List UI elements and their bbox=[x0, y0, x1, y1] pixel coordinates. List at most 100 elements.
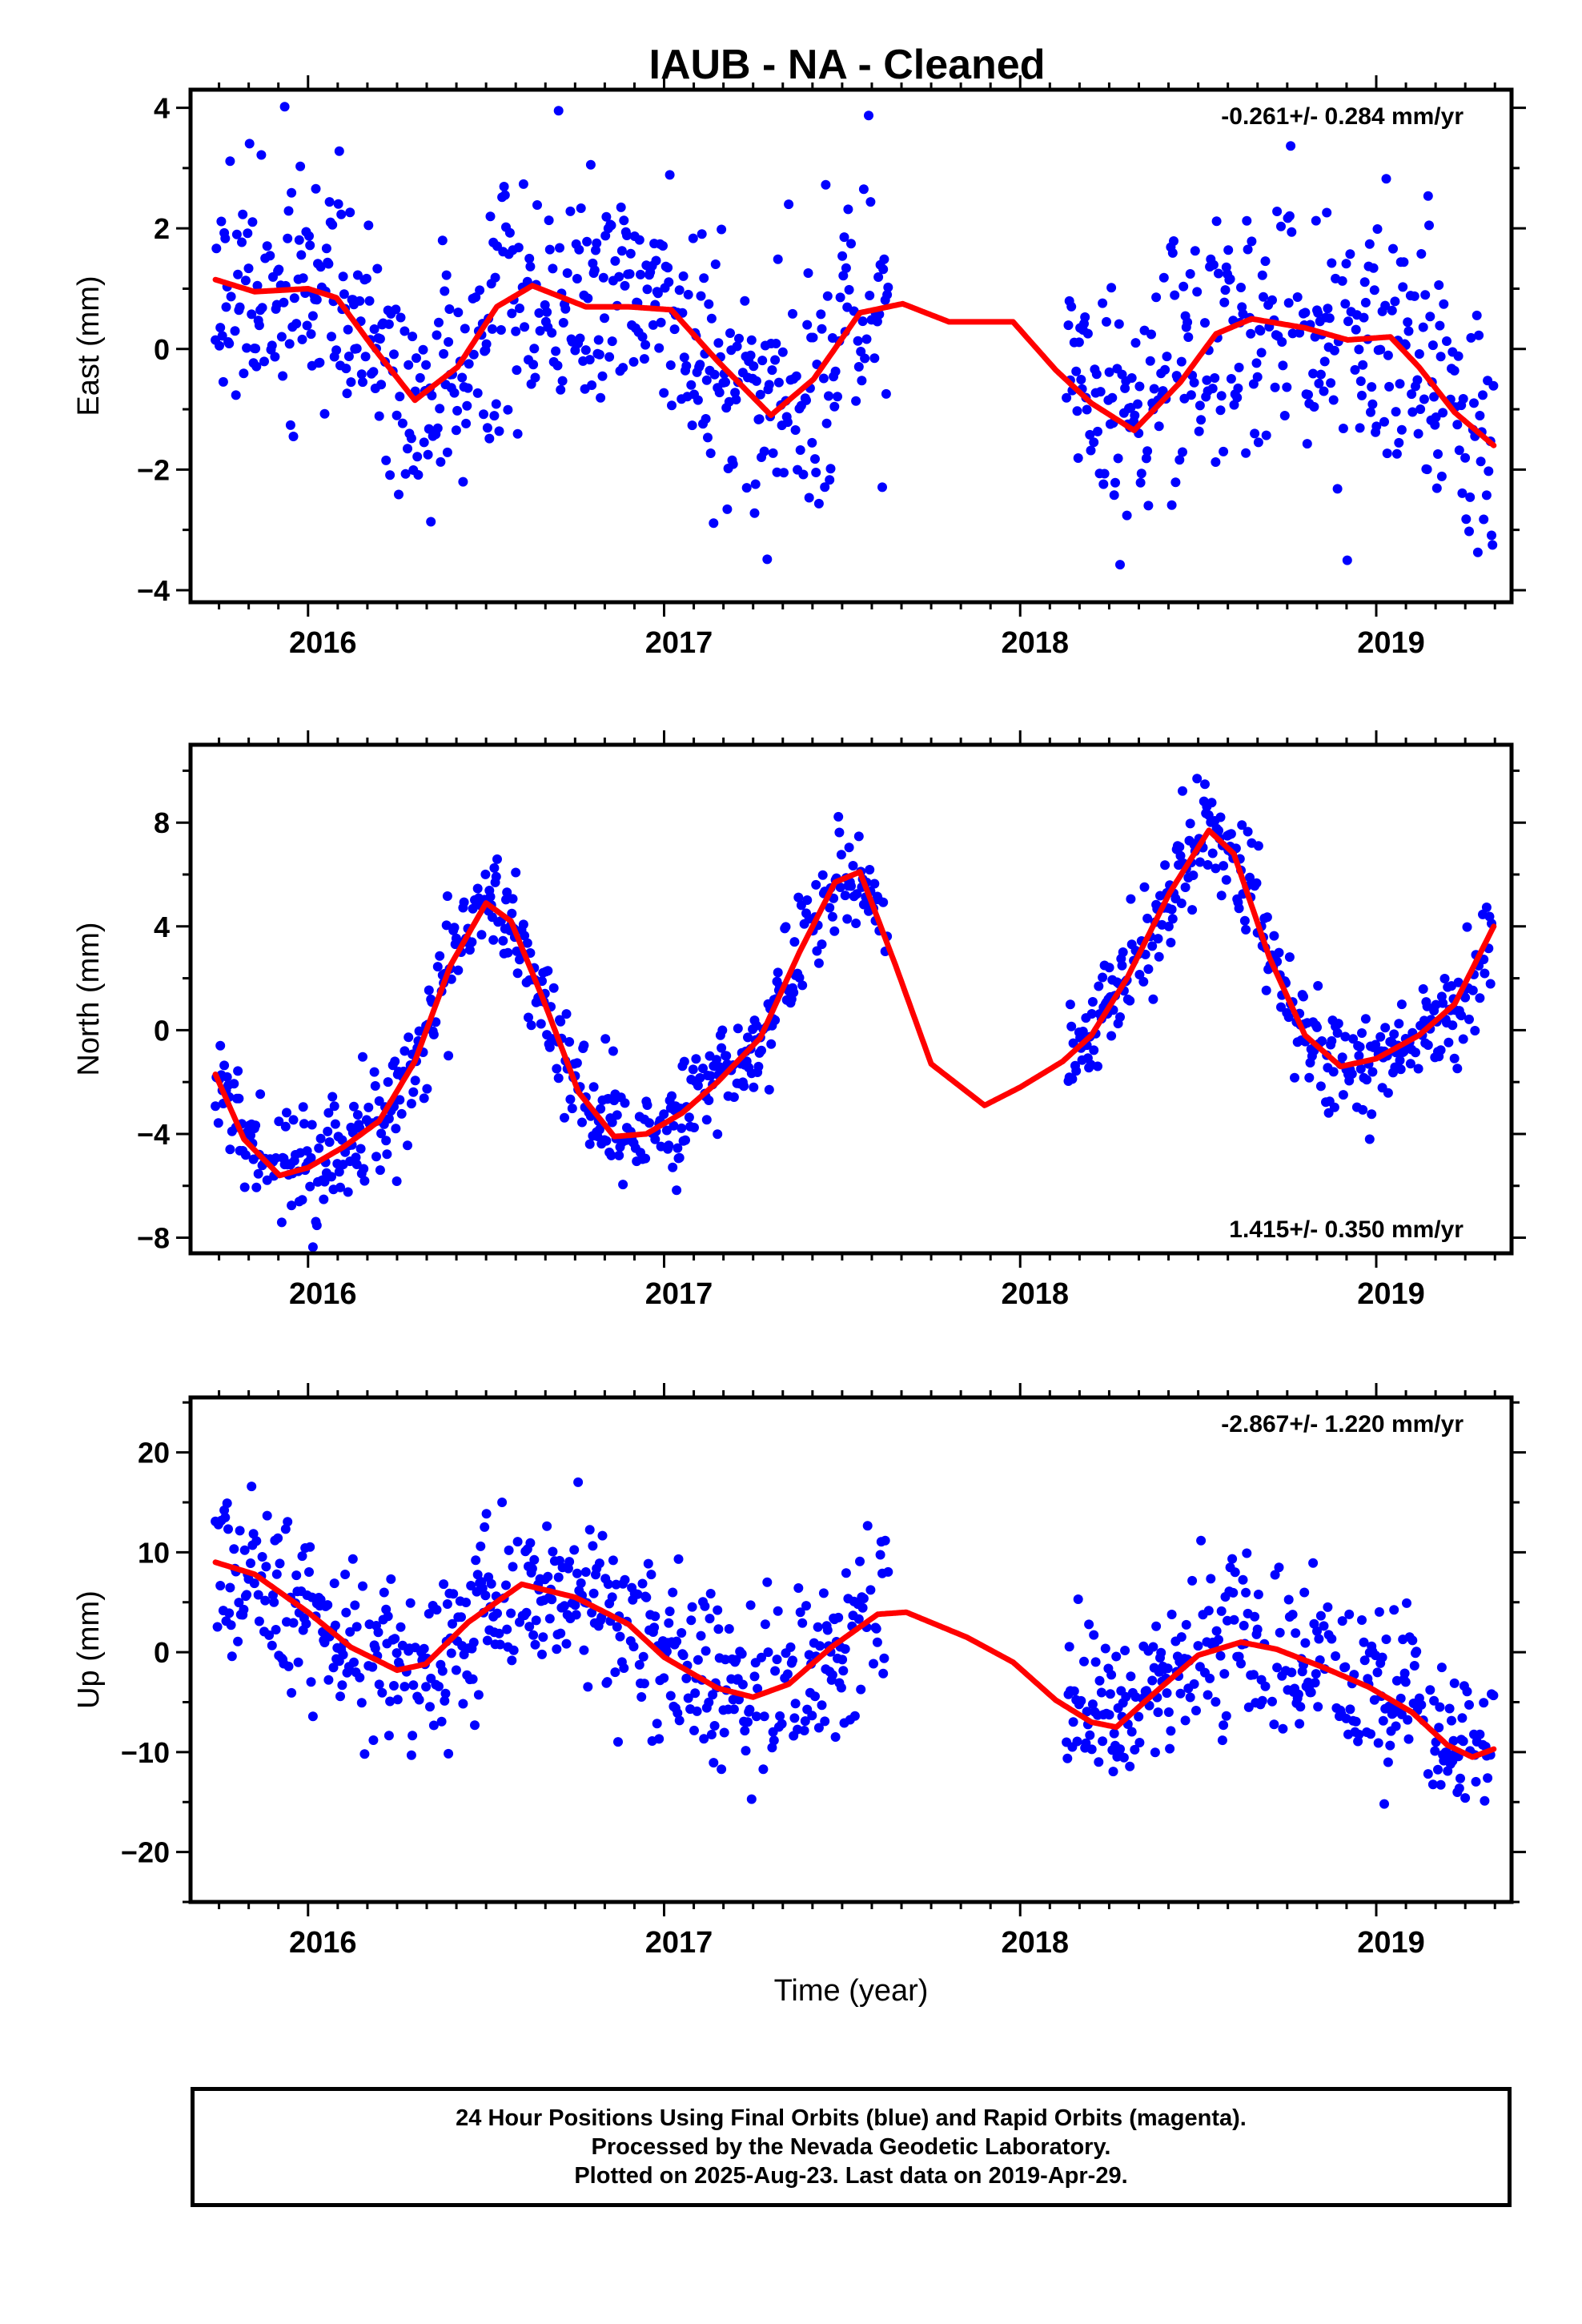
up-data-point bbox=[1381, 1634, 1391, 1644]
east-data-point bbox=[408, 332, 418, 342]
north-data-point bbox=[422, 1084, 432, 1094]
east-data-point bbox=[878, 264, 889, 275]
up-data-point bbox=[1354, 1729, 1364, 1739]
north-data-point bbox=[371, 1152, 381, 1162]
up-data-point bbox=[547, 1594, 557, 1605]
up-data-point bbox=[1221, 1711, 1231, 1721]
east-data-point bbox=[1359, 277, 1370, 287]
up-data-point bbox=[280, 1524, 291, 1534]
north-points bbox=[211, 774, 1496, 1252]
north-data-point bbox=[695, 1073, 705, 1083]
up-data-point bbox=[291, 1570, 302, 1581]
east-data-point bbox=[709, 518, 719, 529]
east-data-point bbox=[334, 146, 344, 156]
up-data-point bbox=[508, 1645, 519, 1655]
up-data-point bbox=[1189, 1679, 1199, 1689]
east-data-point bbox=[679, 352, 689, 363]
up-data-point bbox=[323, 1600, 333, 1610]
east-data-point bbox=[242, 343, 252, 353]
east-data-point bbox=[1115, 560, 1125, 570]
north-data-point bbox=[1087, 997, 1098, 1007]
up-data-point bbox=[473, 1690, 484, 1700]
north-data-point bbox=[1367, 1067, 1378, 1077]
east-data-point bbox=[825, 464, 836, 474]
up-data-point bbox=[323, 1675, 334, 1685]
up-data-point bbox=[1269, 1719, 1279, 1730]
east-data-point bbox=[1169, 236, 1178, 246]
up-data-point bbox=[1274, 1562, 1284, 1573]
up-data-point bbox=[1151, 1621, 1162, 1631]
north-data-point bbox=[1216, 891, 1227, 901]
east-data-point bbox=[695, 360, 705, 370]
up-data-point bbox=[883, 1566, 893, 1577]
east-data-point bbox=[1091, 369, 1102, 380]
north-data-point bbox=[307, 1120, 317, 1130]
east-data-point bbox=[1429, 392, 1439, 402]
east-data-point bbox=[427, 390, 437, 400]
north-data-point bbox=[406, 1099, 416, 1109]
north-data-point bbox=[556, 1016, 566, 1027]
up-data-point bbox=[377, 1687, 387, 1698]
east-data-point bbox=[453, 308, 464, 318]
north-ytick-label: 0 bbox=[154, 1014, 170, 1047]
east-data-point bbox=[499, 182, 509, 191]
east-data-point bbox=[1170, 477, 1181, 488]
up-data-point bbox=[1229, 1614, 1239, 1625]
east-data-point bbox=[449, 388, 460, 398]
up-data-point bbox=[1130, 1744, 1140, 1755]
north-data-point bbox=[607, 1117, 617, 1128]
north-data-point bbox=[1354, 1051, 1364, 1061]
north-data-point bbox=[390, 1056, 400, 1067]
east-data-point bbox=[419, 437, 429, 448]
east-data-point bbox=[598, 272, 608, 283]
up-data-point bbox=[406, 1750, 416, 1760]
up-data-point bbox=[1072, 1736, 1082, 1747]
east-data-point bbox=[1142, 446, 1153, 456]
east-data-point bbox=[464, 359, 474, 369]
up-data-point bbox=[1085, 1730, 1095, 1740]
north-data-point bbox=[1283, 1012, 1294, 1023]
east-data-point bbox=[289, 293, 299, 304]
east-data-point bbox=[1259, 292, 1268, 302]
east-data-point bbox=[544, 244, 555, 255]
east-data-point bbox=[368, 367, 379, 377]
up-data-point bbox=[579, 1645, 589, 1655]
east-data-point bbox=[1460, 452, 1471, 463]
north-data-point bbox=[1485, 979, 1496, 989]
east-data-point bbox=[1431, 483, 1442, 493]
north-data-point bbox=[512, 968, 523, 979]
up-data-point bbox=[795, 1607, 805, 1618]
north-data-point bbox=[642, 1100, 652, 1110]
east-data-point bbox=[257, 303, 267, 313]
east-data-point bbox=[267, 340, 277, 351]
north-data-point bbox=[1315, 1081, 1326, 1092]
up-data-point bbox=[1068, 1717, 1078, 1727]
north-data-point bbox=[553, 1073, 564, 1084]
east-data-point bbox=[773, 377, 784, 388]
up-data-point bbox=[1217, 1735, 1227, 1746]
east-data-point bbox=[1364, 239, 1375, 249]
north-data-point bbox=[351, 1160, 362, 1169]
east-data-point bbox=[883, 282, 893, 292]
up-data-point bbox=[650, 1611, 661, 1622]
up-data-point bbox=[1287, 1667, 1297, 1678]
east-rate-annotation: -0.261+/- 0.284 mm/yr bbox=[1221, 103, 1464, 130]
north-data-point bbox=[608, 1046, 618, 1056]
east-data-point bbox=[461, 418, 472, 428]
east-data-point bbox=[1216, 391, 1227, 401]
east-data-point bbox=[451, 425, 461, 436]
up-data-point bbox=[434, 1681, 444, 1691]
east-data-point bbox=[551, 346, 561, 356]
north-data-point bbox=[1118, 947, 1128, 957]
east-data-point bbox=[770, 355, 781, 365]
north-data-point bbox=[343, 1187, 353, 1197]
north-data-point bbox=[1337, 1052, 1347, 1063]
east-data-point bbox=[400, 468, 411, 479]
north-data-point bbox=[1367, 1109, 1377, 1120]
up-data-point bbox=[654, 1734, 665, 1744]
east-data-point bbox=[1423, 191, 1433, 201]
up-data-point bbox=[527, 1563, 537, 1574]
up-data-point bbox=[249, 1578, 259, 1589]
east-data-point bbox=[637, 332, 648, 342]
east-data-point bbox=[1435, 320, 1445, 331]
